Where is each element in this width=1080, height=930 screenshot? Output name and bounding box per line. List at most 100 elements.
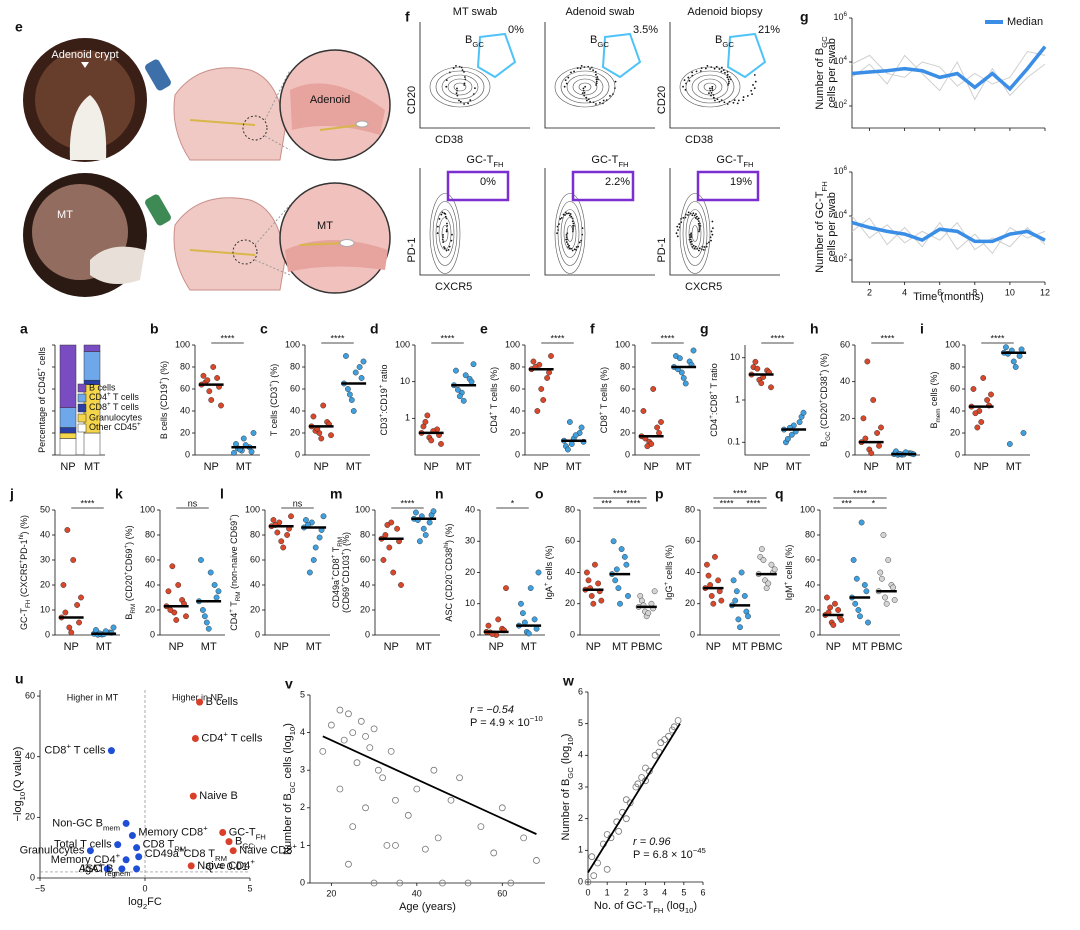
data-point (328, 432, 334, 439)
data-point (1020, 430, 1027, 436)
point-label: CD8+ T cells (44, 741, 105, 756)
flow-event (716, 98, 719, 101)
x-tick-label: NP (274, 641, 289, 653)
data-point (66, 624, 73, 631)
flow-event (704, 67, 707, 70)
y-tick-label: 40 (510, 405, 520, 415)
y-tick-label: 104 (833, 55, 847, 66)
x-tick-label: MT (416, 641, 432, 653)
data-point (978, 419, 985, 425)
data-point (885, 557, 892, 563)
text-part: + (158, 380, 165, 384)
y-axis-label: (CD69+CD103+) (%) (340, 532, 351, 613)
y-axis-label: B cells (CD19+) (%) (158, 361, 169, 439)
text-part: B (124, 614, 134, 620)
text-part: RM (337, 537, 344, 547)
data-point (498, 804, 506, 812)
data-point (584, 569, 590, 576)
text-part: 6 (843, 165, 847, 172)
text-part: 10 (833, 56, 843, 66)
data-point (650, 386, 657, 392)
text-part: 10 (685, 906, 694, 915)
data-point (680, 375, 687, 381)
text-part: P (470, 717, 477, 729)
flow-event (469, 99, 472, 102)
flow-contour (453, 82, 467, 92)
data-point (205, 625, 212, 632)
text-part: B (590, 34, 597, 46)
text-part: ) (%) (819, 353, 829, 373)
data-point (874, 430, 880, 436)
flow-event (695, 215, 698, 218)
data-point (380, 557, 387, 563)
data-point (613, 566, 620, 573)
axis-label: CD20 (406, 86, 418, 114)
x-tick-label: NP (424, 461, 439, 473)
y-tick-label: 20 (290, 427, 300, 437)
point-label: Naive B (199, 790, 238, 802)
flow-event (614, 80, 617, 83)
text-part: + (340, 583, 347, 587)
flow-axes (669, 22, 780, 129)
y-tick-label: 80 (620, 361, 630, 371)
data-point (454, 386, 461, 393)
text-part: + (137, 421, 141, 428)
data-point (218, 402, 224, 409)
data-point (128, 832, 136, 840)
y-tick-label: 0.1 (727, 437, 740, 447)
data-point (622, 815, 630, 823)
data-point (765, 580, 772, 587)
significance-label: **** (400, 498, 415, 508)
flow-event (602, 99, 605, 102)
flow-event (565, 82, 568, 85)
text-part: FH (25, 599, 32, 608)
text-part: CD38 (819, 376, 829, 399)
axis-label: CD20 (656, 86, 668, 114)
data-point (274, 529, 281, 536)
panel-letter: f (405, 9, 410, 25)
data-point (758, 380, 765, 387)
y-tick-label: 50 (40, 504, 50, 514)
flow-event (727, 78, 730, 81)
data-point (584, 878, 592, 886)
data-point (426, 519, 433, 526)
text-part: mem (935, 409, 942, 423)
text-part: + (18, 560, 25, 564)
x-tick-label: NP (754, 461, 769, 473)
column-title: Adenoid swab (565, 6, 634, 18)
panel-letter: h (810, 321, 819, 337)
flow-event (711, 85, 714, 88)
y-tick-label: 100 (945, 339, 960, 349)
flow-event (585, 96, 588, 99)
x-tick-label: NP (974, 461, 989, 473)
bar-segment (59, 432, 77, 439)
data-point (972, 410, 979, 417)
text-part: T cells (111, 402, 140, 412)
x-tick-label: −5 (35, 883, 45, 893)
axis-label: CXCR5 (685, 281, 722, 293)
flow-event (456, 87, 458, 90)
flow-event (727, 82, 730, 85)
y-tick-label: 60 (840, 339, 850, 349)
text-part: CD8 (331, 558, 341, 576)
data-point (278, 538, 285, 545)
y-tick-label: 100 (285, 339, 300, 349)
text-part: PD-1 (19, 539, 29, 560)
text-part: P (633, 849, 640, 861)
flow-event (458, 99, 460, 102)
y-tick-label: 60 (360, 554, 370, 564)
text-part: + (663, 582, 670, 586)
y-tick-label: 0 (300, 877, 305, 887)
data-point (68, 629, 75, 636)
head-section (173, 67, 286, 161)
axes (194, 345, 260, 456)
x-tick-label: NP (204, 461, 219, 473)
data-point (62, 609, 69, 616)
legend-swatch (77, 383, 87, 393)
data-point (538, 386, 545, 392)
data-point (568, 441, 575, 447)
data-point (710, 600, 717, 607)
flow-event (732, 101, 735, 104)
flow-contour (429, 193, 461, 274)
flow-event (677, 229, 679, 231)
